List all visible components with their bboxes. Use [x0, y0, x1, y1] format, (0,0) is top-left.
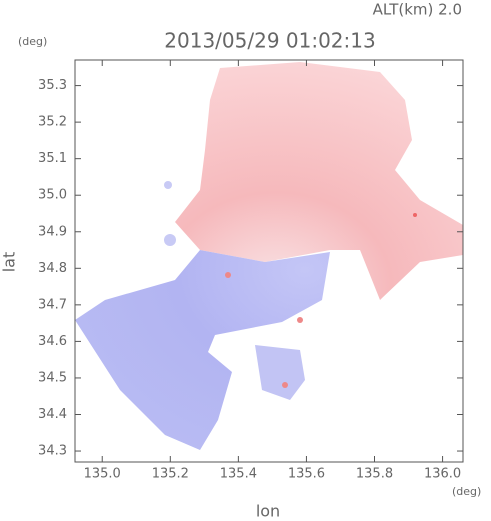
y-tick-label: 34.3	[38, 444, 67, 459]
x-axis-label: lon	[256, 502, 280, 521]
y-unit: (deg)	[18, 35, 47, 48]
x-tick-label: 135.6	[288, 467, 325, 482]
y-tick-label: 34.9	[38, 224, 67, 239]
y-tick-label: 35.1	[38, 151, 67, 166]
y-tick-label: 35.3	[38, 78, 67, 93]
y-axis-label: lat	[0, 252, 19, 273]
x-tick-label: 135.2	[152, 467, 189, 482]
x-tick-label: 135.0	[84, 467, 121, 482]
annotation: ALT(km) 2.0	[373, 1, 462, 19]
radar-field	[75, 62, 463, 450]
y-tick-label: 34.5	[38, 370, 67, 385]
x-tick-label: 136.0	[424, 467, 461, 482]
y-tick-label: 34.7	[38, 297, 67, 312]
x-tick-label: 135.4	[220, 467, 257, 482]
y-tick-label: 34.4	[38, 407, 67, 422]
x-tick-label: 135.8	[356, 467, 393, 482]
chart-title: 2013/05/29 01:02:13	[164, 29, 375, 53]
y-tick-label: 34.8	[38, 261, 67, 276]
y-tick-label: 34.6	[38, 334, 67, 349]
x-unit: (deg)	[452, 485, 481, 498]
y-tick-label: 35.2	[38, 115, 67, 130]
plot-frame	[74, 59, 464, 463]
y-tick-label: 35.0	[38, 188, 67, 203]
